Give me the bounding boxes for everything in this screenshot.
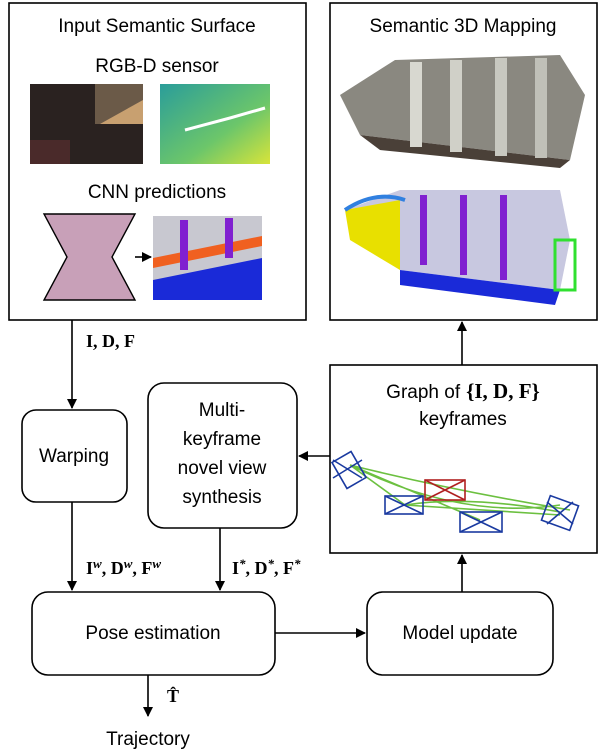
cnn-icon: [42, 213, 137, 301]
segmentation-image: [153, 216, 262, 300]
label-base: I: [232, 558, 239, 578]
label-sup: *: [268, 556, 275, 571]
update-label: Model update: [402, 623, 517, 644]
rgb-image: [30, 84, 143, 164]
synthesis-label: keyframe: [183, 429, 261, 450]
label-base: I: [86, 558, 93, 578]
depth-image: [160, 84, 270, 164]
pose-label: Pose estimation: [85, 623, 220, 644]
edge-label-pose: T̂: [167, 686, 179, 706]
label-base: , D: [102, 558, 124, 578]
input-title: Input Semantic Surface: [58, 16, 256, 37]
cnn-label: CNN predictions: [88, 182, 226, 203]
synthesis-label: novel view: [178, 458, 267, 479]
label-sup: w: [93, 556, 102, 571]
graph-title: Graph of {I, D, F}: [386, 379, 540, 403]
label-sup: *: [294, 556, 301, 571]
edge-label-warped: Iw, Dw, Fw: [86, 556, 161, 578]
update-node: [366, 591, 554, 676]
label-sup: w: [124, 556, 133, 571]
synthesis-node: [147, 382, 298, 529]
point-cloud-rgb: [340, 55, 585, 168]
graph-title-line2: keyframes: [419, 409, 507, 430]
mapping-title: Semantic 3D Mapping: [370, 16, 557, 37]
synthesis-label: synthesis: [182, 487, 261, 508]
label-base: , F: [132, 558, 152, 578]
point-cloud-semantic: [343, 190, 577, 305]
edge-label-synth: I*, D*, F*: [232, 556, 301, 578]
graph-node: [329, 364, 598, 554]
warping-node: [21, 409, 128, 503]
label-base: , F: [274, 558, 294, 578]
warping-label: Warping: [39, 446, 109, 467]
label-sup: *: [239, 556, 246, 571]
label-sup: w: [152, 556, 161, 571]
synthesis-label: Multi-: [199, 400, 245, 421]
sensor-label: RGB-D sensor: [95, 56, 219, 77]
keyframe-graph: [330, 450, 580, 533]
edge-label-input: I, D, F: [86, 331, 135, 351]
trajectory-label: Trajectory: [106, 729, 190, 750]
label-base: , D: [246, 558, 268, 578]
